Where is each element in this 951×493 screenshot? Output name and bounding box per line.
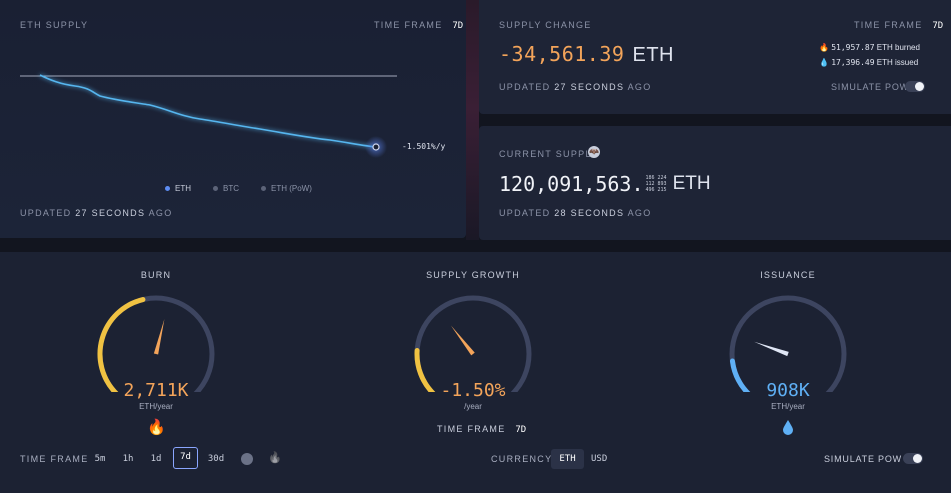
currency-usd-button[interactable]: USD xyxy=(591,454,608,464)
time-frame-7d-button[interactable]: 7d xyxy=(173,447,198,469)
flame-icon: 🔥 xyxy=(819,43,829,52)
time-frame-value: 7d xyxy=(452,21,464,31)
gauge-fill xyxy=(729,358,751,392)
burned-row: 🔥 51,957.87 ETH burned xyxy=(819,43,920,52)
updated-value: 28 SECONDS xyxy=(554,208,625,218)
issued-value: 17,396.49 xyxy=(831,58,875,67)
issuance-gauge-unit: ETH/year xyxy=(771,402,805,411)
supply-updated-text: UPDATED 27 SECONDS AGO xyxy=(20,208,173,218)
gauges-section: BURN 2,711K ETH/year 🔥 SUPPLY GROWTH -1.… xyxy=(0,252,951,493)
time-frame-label: TIME FRAME xyxy=(374,20,443,30)
since-merge-icon[interactable] xyxy=(241,453,253,465)
burn-gauge-value: 2,711K xyxy=(123,380,189,401)
eth-supply-title: ETH SUPPLY xyxy=(20,20,89,30)
time-frame-value: 7d xyxy=(515,425,527,435)
supply-growth-gauge xyxy=(414,295,532,392)
gauge-needle xyxy=(153,318,165,355)
issuance-gauge-title: ISSUANCE xyxy=(760,270,816,280)
supply-growth-gauge-value: -1.50% xyxy=(440,380,506,401)
issuance-gauge-value: 908K xyxy=(766,380,810,401)
supply-change-unit: ETH xyxy=(632,44,674,66)
legend-eth-label: ETH xyxy=(175,184,191,193)
supply-growth-gauge-title: SUPPLY GROWTH xyxy=(426,270,520,280)
time-frame-label: TIME FRAME xyxy=(437,424,506,434)
updated-suffix: AGO xyxy=(627,82,652,92)
burned-value: 51,957.87 xyxy=(831,43,875,52)
legend-btc-dot xyxy=(213,186,218,192)
bottom-time-frame-label: TIME FRAME xyxy=(20,454,89,464)
gauge-fill xyxy=(414,347,436,392)
gauge-track xyxy=(729,295,847,392)
time-frame-1d-button[interactable]: 1d xyxy=(150,454,162,464)
since-burn-icon[interactable]: 🔥 xyxy=(268,452,282,464)
legend-btc[interactable]: BTC xyxy=(213,184,239,193)
current-supply-title: CURRENT SUPPLY xyxy=(499,149,599,159)
updated-prefix: UPDATED xyxy=(499,208,551,218)
supply-growth-gauge-unit: /year xyxy=(464,402,482,411)
updated-suffix: AGO xyxy=(148,208,173,218)
legend-eth-pow-dot xyxy=(261,186,266,192)
time-frame-30d-button[interactable]: 30d xyxy=(207,454,225,464)
eth-supply-panel: ETH SUPPLY TIME FRAME 7d -1.501%/y ETH B… xyxy=(0,0,466,238)
current-supply-panel: CURRENT SUPPLY 🦇 120,091,563. 186 224 11… xyxy=(479,126,951,240)
flame-icon: 🔥 xyxy=(147,419,166,436)
time-frame-1h-button[interactable]: 1h xyxy=(122,454,134,464)
simulate-pow-toggle-top[interactable] xyxy=(905,81,925,92)
burn-gauge-title: BURN xyxy=(140,270,172,280)
bat-emoji-icon[interactable]: 🦇 xyxy=(588,146,600,158)
droplet-icon xyxy=(783,420,793,435)
decimal-line-3: 496 215 xyxy=(645,187,667,193)
burn-gauge-unit: ETH/year xyxy=(139,402,173,411)
supply-change-updated: UPDATED 27 SECONDS AGO xyxy=(499,82,652,92)
legend-eth[interactable]: ETH xyxy=(165,184,191,193)
gauge-track xyxy=(414,295,532,392)
current-supply-unit: ETH xyxy=(672,173,711,194)
current-supply-value-row: 120,091,563. 186 224 112 893 496 215 ETH xyxy=(499,172,711,196)
current-point-marker[interactable] xyxy=(372,143,380,151)
legend-eth-dot xyxy=(165,186,170,192)
currency-label: CURRENCY xyxy=(491,454,553,464)
burn-gauge xyxy=(97,295,215,392)
updated-prefix: UPDATED xyxy=(20,208,72,218)
time-frame-value: 7d xyxy=(932,21,944,31)
simulate-pow-label-top: SIMULATE PoW xyxy=(831,82,909,92)
updated-prefix: UPDATED xyxy=(499,82,551,92)
current-supply-number: 120,091,563. xyxy=(499,172,644,196)
issuance-gauge xyxy=(729,295,847,392)
supply-change-time-frame: TIME FRAME 7d xyxy=(854,20,943,31)
supply-rate-label: -1.501%/y xyxy=(402,142,446,151)
currency-eth-button[interactable]: ETH xyxy=(551,449,584,469)
decimal-line-1: 186 224 xyxy=(645,175,667,181)
time-frame-5m-button[interactable]: 5m xyxy=(94,454,106,464)
current-supply-updated: UPDATED 28 SECONDS AGO xyxy=(499,208,652,218)
gauge-fill xyxy=(97,297,146,392)
burned-label: ETH burned xyxy=(876,43,920,52)
supply-change-panel: SUPPLY CHANGE TIME FRAME 7d -34,561.39 E… xyxy=(479,0,951,114)
issued-row: 💧 17,396.49 ETH issued xyxy=(819,58,918,67)
legend-eth-pow[interactable]: ETH (PoW) xyxy=(261,184,312,193)
panel-divider xyxy=(466,0,479,240)
supply-change-title: SUPPLY CHANGE xyxy=(499,20,592,30)
updated-value: 27 SECONDS xyxy=(554,82,625,92)
supply-line-chart xyxy=(20,74,397,158)
supply-change-value: -34,561.39 ETH xyxy=(499,42,674,67)
eth-supply-line xyxy=(39,74,377,148)
growth-time-frame: TIME FRAME 7d xyxy=(437,424,526,435)
updated-suffix: AGO xyxy=(627,208,652,218)
legend-eth-pow-label: ETH (PoW) xyxy=(271,184,312,193)
issued-label: ETH issued xyxy=(876,58,919,67)
chart-legend: ETH BTC ETH (PoW) xyxy=(165,184,312,193)
gauge-needle xyxy=(450,325,475,356)
updated-value: 27 SECONDS xyxy=(75,208,146,218)
legend-btc-label: BTC xyxy=(223,184,239,193)
supply-change-number: -34,561.39 xyxy=(499,42,625,66)
time-frame-label: TIME FRAME xyxy=(854,20,923,30)
time-frame-indicator: TIME FRAME 7d xyxy=(374,20,463,31)
gauge-needle xyxy=(754,341,789,357)
simulate-pow-toggle-bottom[interactable] xyxy=(903,453,923,464)
decimal-line-2: 112 893 xyxy=(645,181,667,187)
droplet-icon: 💧 xyxy=(819,58,829,67)
simulate-pow-label-bottom: SIMULATE PoW xyxy=(824,454,902,464)
current-supply-decimals: 186 224 112 893 496 215 xyxy=(646,175,667,193)
